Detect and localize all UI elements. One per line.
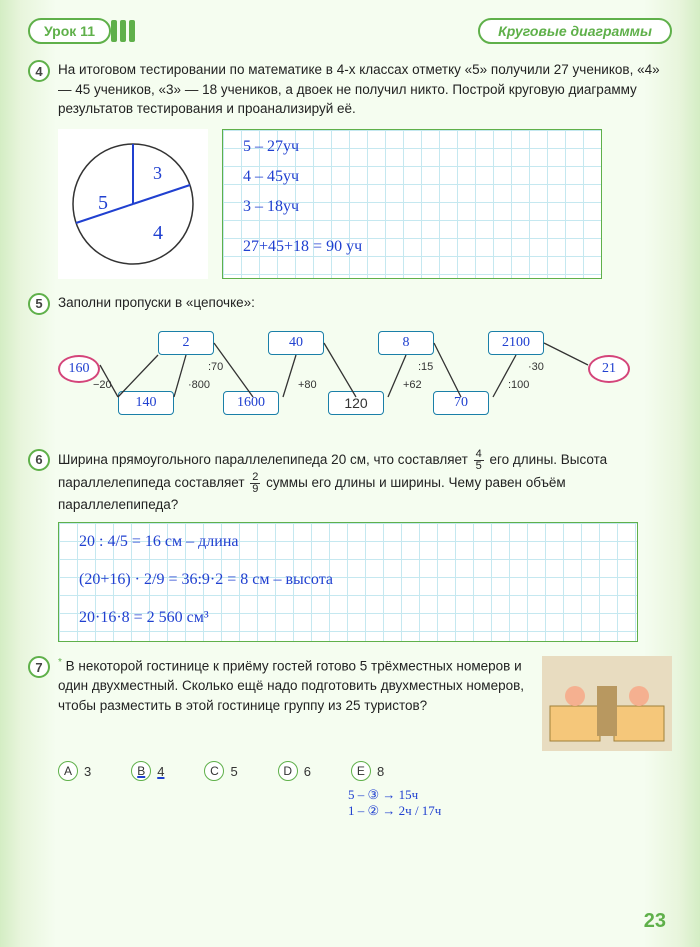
decorative-bars <box>111 20 135 42</box>
task-number: 6 <box>28 449 50 471</box>
lesson-badge: Урок 11 <box>28 18 111 44</box>
chain-box: 40 <box>268 331 324 355</box>
pie-label-3: 3 <box>153 163 162 183</box>
chain-op: +62 <box>403 379 422 391</box>
task-number: 4 <box>28 60 50 82</box>
scratch-work: 5 – ③ → 15ч 1 – ② → 2ч / 17ч <box>348 787 672 819</box>
work-line: (20+16) · 2/9 = 36:9·2 = 8 см – высота <box>79 571 333 589</box>
illustration <box>542 656 672 751</box>
chain-box: 2100 <box>488 331 544 355</box>
work-line: 20·16·8 = 2 560 см³ <box>79 609 209 627</box>
star-icon: * <box>58 657 62 668</box>
option-a[interactable]: A 3 <box>58 761 91 781</box>
chain-box: 120 <box>328 391 384 415</box>
task-number: 7 <box>28 656 50 678</box>
option-d[interactable]: D 6 <box>278 761 311 781</box>
work-line: 20 : 4/5 = 16 см – длина <box>79 533 239 551</box>
note-line: 3 – 18уч <box>243 198 299 216</box>
pie-chart: 3 4 5 <box>58 129 208 279</box>
task-4: 4 На итоговом тестировании по математике… <box>28 60 672 279</box>
chain-op: +80 <box>298 379 317 391</box>
chain-op: :15 <box>418 361 433 373</box>
chain-box: 140 <box>118 391 174 415</box>
note-line: 4 – 45уч <box>243 168 299 186</box>
task-7: 7 * В некоторой гостинице к приёму госте… <box>28 656 672 819</box>
chain-end: 21 <box>588 355 630 383</box>
task-5: 5 Заполни пропуски в «цепочке»: 160 2 40… <box>28 293 672 435</box>
task-text: На итоговом тестировании по математике в… <box>58 60 672 119</box>
chain-op: −20 <box>93 379 112 391</box>
chain-box: 70 <box>433 391 489 415</box>
chain-op: ·800 <box>188 379 210 391</box>
task-text: Заполни пропуски в «цепочке»: <box>58 293 672 313</box>
chain-op: :70 <box>208 361 223 373</box>
pie-label-4: 4 <box>153 222 163 244</box>
chain-box: 8 <box>378 331 434 355</box>
page-number: 23 <box>644 910 666 933</box>
option-e[interactable]: E 8 <box>351 761 384 781</box>
task-text: Ширина прямоугольного параллелепипеда 20… <box>58 449 672 515</box>
chain-box: 2 <box>158 331 214 355</box>
chain-op: ·30 <box>528 361 544 373</box>
work-area-4: 5 – 27уч 4 – 45уч 3 – 18уч 27+45+18 = 90… <box>222 129 602 279</box>
pie-label-5: 5 <box>98 192 108 214</box>
task-number: 5 <box>28 293 50 315</box>
task-6: 6 Ширина прямоугольного параллелепипеда … <box>28 449 672 643</box>
chain-op: :100 <box>508 379 529 391</box>
work-area-6: 20 : 4/5 = 16 см – длина (20+16) · 2/9 =… <box>58 522 638 642</box>
topic-badge: Круговые диаграммы <box>478 18 672 44</box>
option-b[interactable]: B 4 <box>131 761 164 781</box>
chain-arrows <box>58 325 638 435</box>
page-header: Урок 11 Круговые диаграммы <box>28 18 672 44</box>
note-line: 27+45+18 = 90 уч <box>243 238 362 256</box>
note-line: 5 – 27уч <box>243 138 299 156</box>
task-text: * В некоторой гостинице к приёму гостей … <box>58 656 532 751</box>
chain-diagram: 160 2 40 8 2100 140 1600 120 70 21 :70 :… <box>58 325 672 435</box>
chain-box: 1600 <box>223 391 279 415</box>
answer-options: A 3 B 4 C 5 D 6 E 8 <box>58 761 672 781</box>
option-c[interactable]: C 5 <box>204 761 237 781</box>
